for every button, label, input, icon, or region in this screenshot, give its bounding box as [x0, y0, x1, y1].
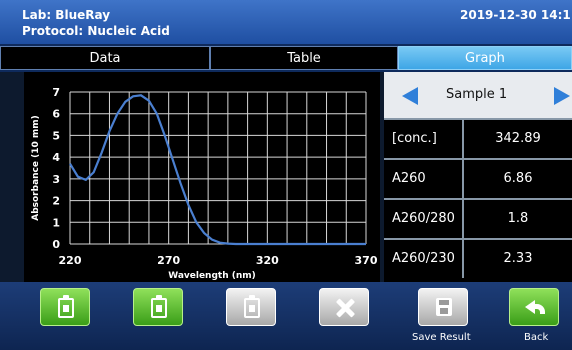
plot-area	[70, 92, 366, 244]
x-tick-label: 220	[59, 254, 82, 267]
y-tick-label: 7	[52, 86, 60, 99]
result-value: 6.86	[503, 171, 533, 186]
y-tick-label: 1	[52, 216, 60, 229]
tab-data[interactable]: Data	[0, 46, 210, 70]
header-bar: Lab: BlueRay Protocol: Nucleic Acid 2019…	[0, 0, 572, 44]
lab-name: Lab: BlueRay	[22, 8, 111, 22]
x-tick-label: 320	[256, 254, 279, 267]
result-value: 342.89	[495, 131, 541, 146]
result-value: 2.33	[503, 251, 533, 266]
absorbance-curve	[69, 94, 366, 246]
arrow-left-icon[interactable]	[402, 87, 418, 105]
y-tick-label: 3	[52, 173, 60, 186]
results-panel: Sample 1 [conc.] 342.89 A260 6.86 A260/2…	[384, 72, 572, 282]
result-label: A260/230	[384, 240, 464, 278]
y-tick-label: 6	[52, 108, 60, 121]
save-icon	[436, 298, 452, 316]
y-tick-label: 2	[52, 195, 60, 208]
copy-button-2[interactable]	[133, 288, 183, 326]
x-tick-label: 370	[355, 254, 378, 267]
datetime: 2019-12-30 14:1	[460, 8, 571, 22]
protocol-name: Protocol: Nucleic Acid	[22, 24, 170, 38]
tab-table[interactable]: Table	[210, 46, 398, 70]
copy-button-3[interactable]	[226, 288, 276, 326]
sample-selector: Sample 1	[384, 72, 572, 118]
copy-button-1[interactable]	[40, 288, 90, 326]
sample-label: Sample 1	[446, 87, 508, 102]
tab-bar: Data Table Graph	[0, 44, 572, 72]
bottom-toolbar: Save Result Back	[0, 282, 572, 350]
result-row-a260: A260 6.86	[384, 158, 572, 198]
result-value: 1.8	[507, 211, 529, 226]
absorbance-chart: 0 1 2 3 4 5 6 7 220 270 320 370 Wavelength (nm) Absor…	[31, 86, 378, 281]
back-icon	[525, 298, 547, 318]
save-result-label: Save Result	[412, 332, 471, 343]
result-label: A260/280	[384, 200, 464, 238]
result-row-a260-280: A260/280 1.8	[384, 198, 572, 238]
result-label: [conc.]	[384, 120, 464, 158]
back-button[interactable]	[509, 288, 559, 326]
x-tick-label: 270	[157, 254, 180, 267]
y-tick-label: 5	[52, 129, 60, 142]
arrow-right-icon[interactable]	[554, 87, 570, 105]
graph-panel: 0 1 2 3 4 5 6 7 220 270 320 370 Wavelength (nm) Absor…	[24, 72, 380, 282]
save-result-button[interactable]	[418, 288, 468, 326]
x-axis-label: Wavelength (nm)	[168, 271, 256, 281]
main-content: 0 1 2 3 4 5 6 7 220 270 320 370 Wavelength (nm) Absor…	[0, 72, 572, 282]
back-label: Back	[524, 332, 549, 343]
result-row-conc: [conc.] 342.89	[384, 118, 572, 158]
y-tick-label: 0	[52, 238, 60, 251]
clipboard-icon	[244, 295, 260, 318]
y-axis-label: Absorbance (10 mm)	[31, 115, 41, 221]
clipboard-icon	[58, 295, 74, 318]
close-icon	[335, 298, 355, 318]
result-label: A260	[384, 160, 464, 198]
clipboard-icon	[151, 295, 167, 318]
result-row-a260-230: A260/230 2.33	[384, 238, 572, 278]
y-tick-label: 4	[52, 151, 60, 164]
delete-button[interactable]	[319, 288, 369, 326]
tab-graph[interactable]: Graph	[398, 46, 572, 70]
